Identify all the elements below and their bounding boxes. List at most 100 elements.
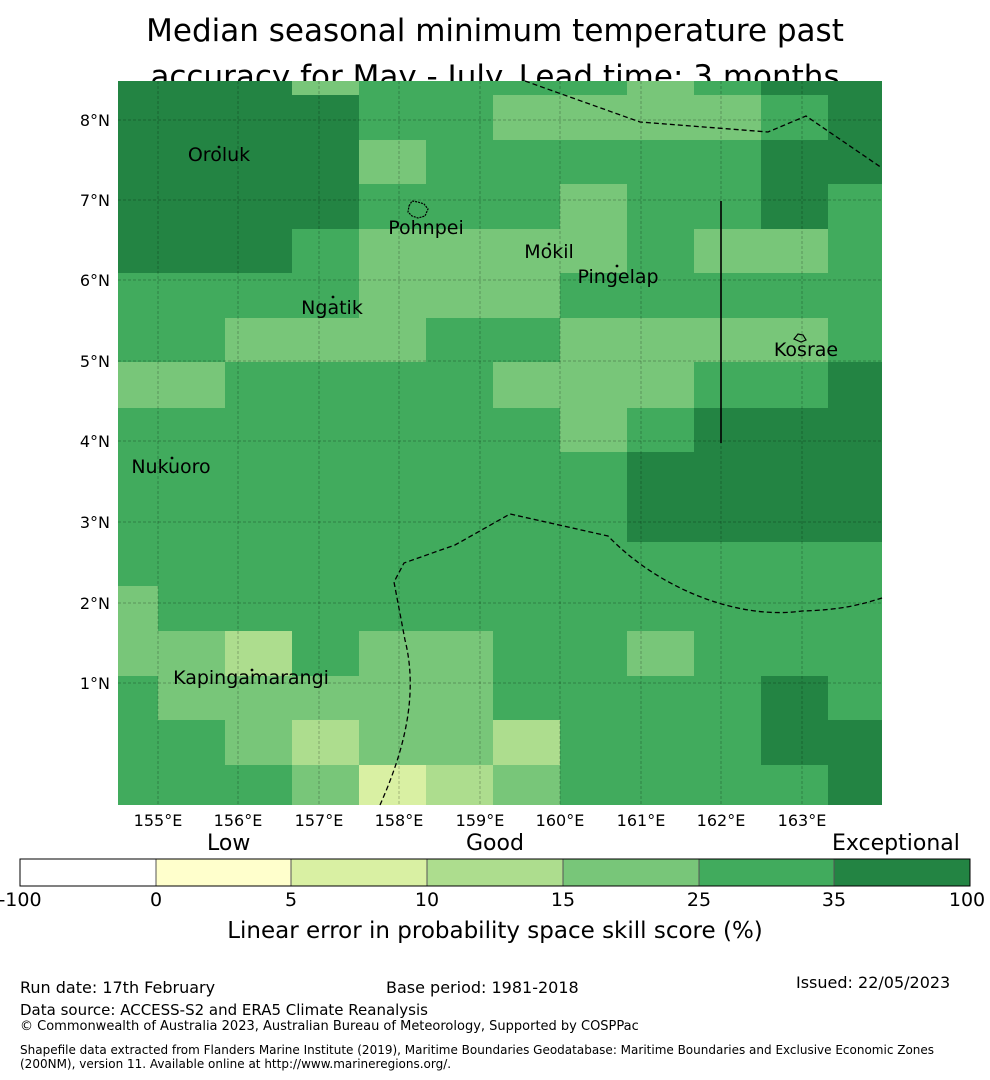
lon-label: 162°E: [697, 811, 746, 830]
skill-cells: [118, 81, 882, 805]
colorbar-tick: 35: [821, 889, 847, 911]
cell-c4: [118, 362, 225, 408]
cell-c6: [761, 140, 828, 229]
colorbar-label-good: Good: [466, 831, 524, 856]
cell-c3: [225, 631, 292, 676]
cell-c4: [359, 631, 493, 676]
kapingamarangi-atoll: [250, 668, 254, 672]
lon-label: 161°E: [617, 811, 666, 830]
pohnpei-island: [407, 200, 429, 219]
lat-label: 1°N: [80, 674, 110, 693]
cell-c4: [225, 318, 426, 362]
label-pingelap: Pingelap: [577, 266, 658, 288]
base-period: Base period: 1981-2018: [386, 978, 579, 997]
label-ngatik: Ngatik: [301, 297, 363, 319]
issued-date: Issued: 22/05/2023: [796, 973, 951, 992]
map-title: Median seasonal minimum temperature past…: [0, 4, 990, 104]
lon-label: 163°E: [778, 811, 827, 830]
lon-label: 158°E: [375, 811, 424, 830]
colorbar-tick: 0: [149, 889, 163, 911]
cell-c4: [292, 765, 359, 805]
lat-tick-labels: 1°N 2°N 3°N 4°N 5°N 6°N 7°N 8°N: [80, 111, 110, 693]
lon-label: 160°E: [536, 811, 585, 830]
eez-boundaries: [379, 80, 883, 806]
cell-c4: [694, 229, 828, 273]
colorbar-dividers: [155, 859, 835, 886]
cell-c4: [627, 631, 694, 676]
colorbar-label-exceptional: Exceptional: [832, 831, 960, 856]
cell-c3: [493, 720, 560, 765]
kosrae-island: [793, 333, 807, 343]
cell-c4: [359, 140, 426, 184]
cell-c2: [359, 765, 426, 805]
cell-c6: [118, 81, 292, 273]
colorbar-frame: [19, 858, 971, 887]
cell-c3: [292, 720, 359, 765]
cell-c4: [560, 408, 627, 452]
cell-c4: [359, 720, 493, 765]
data-source: Data source: ACCESS-S2 and ERA5 Climate …: [20, 1001, 428, 1019]
cell-c6: [761, 676, 828, 765]
cell-c4: [627, 81, 694, 95]
colorbar-label-low: Low: [207, 831, 251, 856]
colorbar: [19, 858, 971, 887]
ngatik-atoll: [331, 295, 335, 299]
cell-c4: [359, 229, 627, 273]
label-pohnpei: Pohnpei: [388, 217, 464, 239]
colorbar-tick: 15: [550, 889, 576, 911]
lon-label: 157°E: [295, 811, 344, 830]
colorbar-segment: [699, 859, 834, 886]
lat-label: 7°N: [80, 191, 110, 210]
colorbar-tick: 25: [686, 889, 712, 911]
label-oroluk: Oroluk: [188, 144, 250, 166]
oroluk-atoll: [217, 145, 221, 149]
run-date: Run date: 17th February: [20, 978, 216, 997]
lat-label: 5°N: [80, 352, 110, 371]
colorbar-segment: [291, 859, 427, 886]
cell-c6: [694, 408, 882, 452]
pingelap-atoll: [615, 264, 619, 268]
mokil-atoll: [547, 242, 551, 246]
colorbar-segment: [563, 859, 699, 886]
lon-tick-labels: 155°E 156°E 157°E 158°E 159°E 160°E 161°…: [134, 811, 827, 830]
colorbar-segment: [20, 859, 156, 886]
nukuoro-atoll: [170, 456, 174, 460]
title-line-1: Median seasonal minimum temperature past: [146, 13, 844, 49]
copyright: © Commonwealth of Australia 2023, Austra…: [20, 1019, 639, 1034]
label-mokil: Mokil: [524, 241, 574, 263]
label-kosrae: Kosrae: [774, 339, 838, 361]
islands: [170, 145, 807, 672]
cell-c6: [627, 452, 882, 542]
eez-boundary-south: [379, 513, 883, 806]
lon-label: 156°E: [214, 811, 263, 830]
label-nukuoro: Nukuoro: [131, 456, 210, 478]
lon-label: 155°E: [134, 811, 183, 830]
cell-c3: [426, 765, 493, 805]
cell-c4: [158, 631, 225, 676]
colorbar-segment: [427, 859, 563, 886]
lat-label: 3°N: [80, 513, 110, 532]
cell-c4: [560, 318, 828, 362]
cell-c6: [761, 81, 882, 95]
lat-label: 2°N: [80, 594, 110, 613]
cell-c6: [828, 362, 882, 408]
cell-c4: [158, 676, 493, 720]
cell-c4: [359, 273, 560, 318]
colorbar-tick: -100: [0, 889, 42, 911]
lat-label: 4°N: [80, 432, 110, 451]
colorbar-segment: [156, 859, 291, 886]
shapefile-credit: Shapefile data extracted from Flanders M…: [20, 1043, 935, 1071]
lat-label: 8°N: [80, 111, 110, 130]
colorbar-title: Linear error in probability space skill …: [227, 918, 763, 944]
cell-c4: [560, 184, 627, 229]
lon-label: 159°E: [456, 811, 505, 830]
cell-c6: [828, 95, 882, 184]
cell-c6: [292, 95, 359, 229]
cell-c4: [118, 586, 158, 676]
cell-c4: [225, 720, 292, 765]
cell-c4: [493, 362, 694, 408]
place-labels: Oroluk Pohnpei Mokil Pingelap Ngatik Kos…: [131, 144, 838, 689]
cell-c4: [493, 765, 560, 805]
colorbar-tick: 10: [414, 889, 440, 911]
cell-c6: [828, 720, 882, 805]
